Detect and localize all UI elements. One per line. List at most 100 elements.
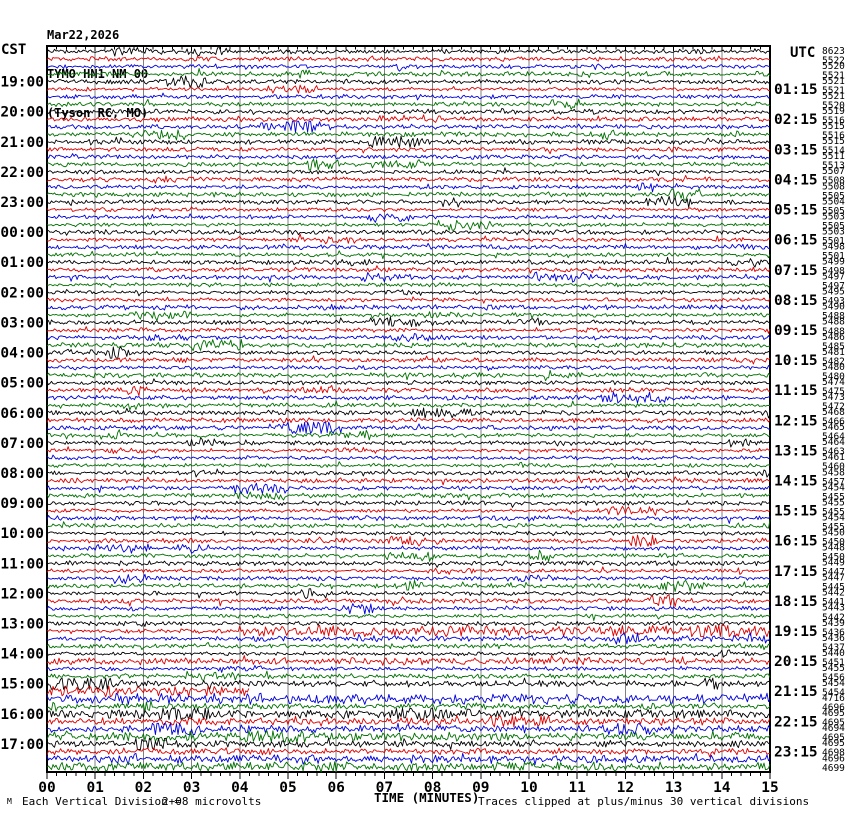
trace-line — [46, 242, 771, 251]
trace-line — [46, 63, 771, 72]
trace-value: 5488 — [822, 326, 845, 337]
trace-line — [46, 737, 771, 750]
trace-value: 5519 — [822, 106, 845, 117]
corner-mark: M — [7, 797, 12, 806]
trace-value: 5521 — [822, 85, 845, 96]
trace-line — [46, 92, 771, 101]
trace-value: 5442 — [822, 612, 845, 623]
x-axis-title: TIME (MINUTES) — [374, 790, 480, 805]
trace-line — [46, 346, 771, 359]
trace-line — [46, 515, 771, 524]
left-hour-label: 09:00 — [0, 496, 44, 512]
trace-line — [46, 188, 771, 201]
trace-value: 5504 — [822, 196, 845, 207]
left-hour-label: 14:00 — [0, 647, 44, 663]
trace-line — [46, 167, 771, 177]
trace-line — [46, 369, 771, 382]
trace-value: 5445 — [822, 582, 845, 593]
trace-value: 5450 — [822, 537, 845, 548]
right-hour-label: 20:15 — [774, 654, 818, 670]
trace-line — [46, 664, 771, 673]
trace-line — [46, 549, 771, 562]
left-hour-label: 07:00 — [0, 436, 44, 452]
x-tick-label: 12 — [617, 780, 634, 796]
trace-value: 5521 — [822, 76, 845, 87]
trace-value: 5508 — [822, 176, 845, 187]
trace-line — [46, 120, 770, 133]
trace-value: 5454 — [822, 688, 845, 699]
x-tick-label: 06 — [327, 780, 344, 796]
trace-line — [46, 530, 771, 537]
trace-value: 5458 — [822, 467, 845, 478]
trace-value: 5488 — [822, 317, 845, 328]
right-hour-label: 17:15 — [774, 564, 818, 580]
trace-value: 5448 — [822, 543, 845, 554]
trace-line — [46, 641, 771, 651]
trace-value: 5439 — [822, 618, 845, 629]
trace-line — [46, 573, 771, 585]
trace-value: 5449 — [822, 558, 845, 569]
right-hour-label: 05:15 — [774, 203, 818, 219]
trace-line — [46, 670, 771, 682]
trace-value-column: 8623552255205521552155215521552055195516… — [822, 46, 845, 774]
trace-value: 5501 — [822, 236, 845, 247]
trace-value: 5481 — [822, 347, 845, 358]
trace-value: 5498 — [822, 241, 845, 252]
trace-value: 5514 — [822, 146, 845, 157]
trace-value: 5442 — [822, 588, 845, 599]
trace-value: 5497 — [822, 272, 845, 283]
x-tick-label: 02 — [135, 780, 152, 796]
trace-line — [46, 491, 771, 501]
trace-value: 5456 — [822, 672, 845, 683]
trace-line — [46, 206, 771, 213]
x-tick-labels: 00 01 02 03 04 05 06 07 08 09 10 11 12 13 14 15 — [38, 780, 778, 796]
trace-value: 5455 — [822, 492, 845, 503]
right-hour-label: 23:15 — [774, 744, 818, 760]
trace-value: 5450 — [822, 552, 845, 563]
trace-value: 4695 — [822, 738, 845, 749]
trace-value: 5488 — [822, 311, 845, 322]
trace-line — [46, 534, 770, 547]
trace-line — [46, 707, 771, 720]
clip-note: Traces clipped at plus/minus 30 vertical… — [478, 795, 810, 808]
left-hour-label: 20:00 — [0, 105, 44, 121]
trace-line — [46, 649, 771, 658]
trace-value: 4695 — [822, 708, 845, 719]
trace-line — [46, 603, 771, 615]
trace-value: 5503 — [822, 211, 845, 222]
trace-value: 5498 — [822, 266, 845, 277]
trace-value: 5505 — [822, 191, 845, 202]
scale-label: Each Vertical Division = — [22, 795, 181, 808]
hour-labels: 19:00 20:00 21:00 22:00 23:00 00:00 01:00 02:00… — [0, 75, 817, 761]
trace-value: 5441 — [822, 597, 845, 608]
x-tick-label: 07 — [376, 780, 393, 796]
trace-line — [46, 84, 771, 94]
trace-line — [46, 505, 771, 516]
seismic-traces — [46, 45, 771, 773]
x-tick-label: 10 — [520, 780, 537, 796]
x-tick-label: 14 — [713, 780, 731, 796]
trace-value: 5465 — [822, 422, 845, 433]
x-tick-label: 03 — [183, 780, 200, 796]
right-hour-label: 14:15 — [774, 474, 818, 490]
trace-line — [46, 384, 770, 397]
trace-value: 5499 — [822, 257, 845, 268]
trace-value: 5461 — [822, 452, 845, 463]
trace-line — [47, 129, 771, 141]
trace-value: 5522 — [822, 55, 845, 66]
trace-line — [46, 75, 771, 88]
trace-value: 4695 — [822, 718, 845, 729]
right-hour-label: 15:15 — [774, 504, 818, 520]
right-hour-label: 13:15 — [774, 443, 818, 459]
trace-line — [46, 174, 771, 184]
trace-value: 5443 — [822, 603, 845, 614]
trace-value: 5436 — [822, 627, 845, 638]
trace-value: 5440 — [822, 648, 845, 659]
trace-line — [46, 468, 771, 478]
trace-line — [46, 146, 771, 155]
trace-value: 5447 — [822, 567, 845, 578]
trace-line — [46, 692, 771, 705]
trace-value: 5468 — [822, 407, 845, 418]
trace-value: 5475 — [822, 386, 845, 397]
